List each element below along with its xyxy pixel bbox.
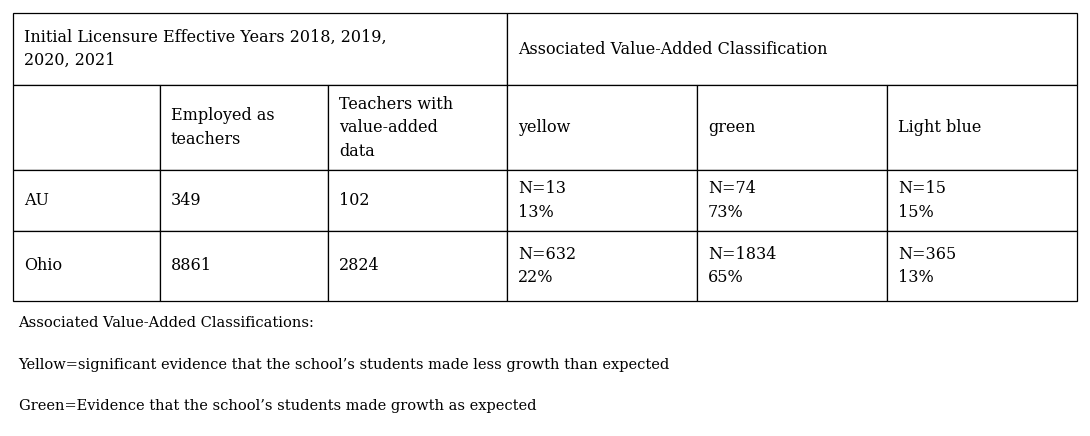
Text: 2824: 2824 — [339, 258, 379, 274]
Text: Associated Value-Added Classifications:: Associated Value-Added Classifications: — [19, 316, 314, 330]
Bar — [887, 85, 1077, 170]
Bar — [507, 231, 697, 301]
Text: Yellow=significant evidence that the school’s students made less growth than exp: Yellow=significant evidence that the sch… — [19, 358, 669, 371]
Bar — [697, 85, 887, 170]
Text: Initial Licensure Effective Years 2018, 2019,
2020, 2021: Initial Licensure Effective Years 2018, … — [24, 29, 387, 69]
Text: 349: 349 — [170, 192, 202, 209]
Bar — [507, 170, 697, 231]
Bar — [13, 170, 159, 231]
Bar — [13, 13, 507, 85]
Text: AU: AU — [24, 192, 49, 209]
Text: Teachers with
value-added
data: Teachers with value-added data — [339, 95, 453, 160]
Bar — [159, 231, 328, 301]
Bar — [159, 85, 328, 170]
Text: Green=Evidence that the school’s students made growth as expected: Green=Evidence that the school’s student… — [19, 399, 536, 413]
Text: yellow: yellow — [518, 119, 570, 136]
Bar — [887, 231, 1077, 301]
Bar — [328, 85, 507, 170]
Bar — [507, 13, 1077, 85]
Text: Employed as
teachers: Employed as teachers — [170, 107, 275, 148]
Text: 8861: 8861 — [170, 258, 211, 274]
Bar — [159, 170, 328, 231]
Bar — [697, 170, 887, 231]
Bar — [328, 231, 507, 301]
Bar — [697, 231, 887, 301]
Bar — [13, 231, 159, 301]
Text: 102: 102 — [339, 192, 370, 209]
Bar — [507, 85, 697, 170]
Bar — [328, 170, 507, 231]
Text: N=13
13%: N=13 13% — [518, 181, 566, 221]
Text: green: green — [707, 119, 755, 136]
Text: Ohio: Ohio — [24, 258, 62, 274]
Bar — [887, 170, 1077, 231]
Text: N=632
22%: N=632 22% — [518, 246, 576, 286]
Text: N=74
73%: N=74 73% — [707, 181, 755, 221]
Text: Light blue: Light blue — [898, 119, 981, 136]
Text: N=15
15%: N=15 15% — [898, 181, 946, 221]
Text: N=365
13%: N=365 13% — [898, 246, 956, 286]
Text: N=1834
65%: N=1834 65% — [707, 246, 776, 286]
Bar — [13, 85, 159, 170]
Text: Associated Value-Added Classification: Associated Value-Added Classification — [518, 41, 827, 58]
